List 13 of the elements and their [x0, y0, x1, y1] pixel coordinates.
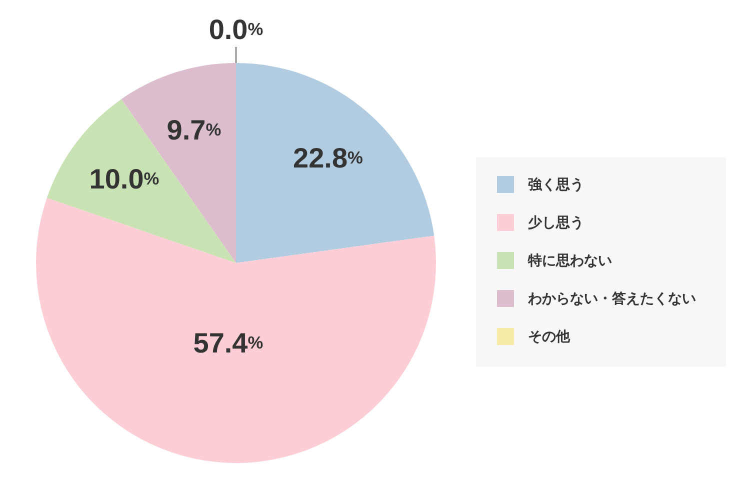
legend-label: 少し思う [528, 215, 584, 231]
text: 0.0% [208, 14, 264, 44]
data-label: 22.8% [293, 142, 363, 173]
legend-label: 強く思う [528, 177, 584, 193]
legend-label: その他 [528, 329, 571, 345]
legend-label: わからない・答えたくない [527, 291, 696, 307]
legend-label: 特に思わない [527, 253, 612, 269]
pie-slice [46, 99, 236, 263]
data-label: 57.4% [193, 327, 264, 358]
data-label: 10.0% [89, 163, 160, 194]
pie-slice [36, 198, 436, 463]
pie-slice [236, 63, 434, 263]
data-label: 9.7% [166, 114, 222, 145]
